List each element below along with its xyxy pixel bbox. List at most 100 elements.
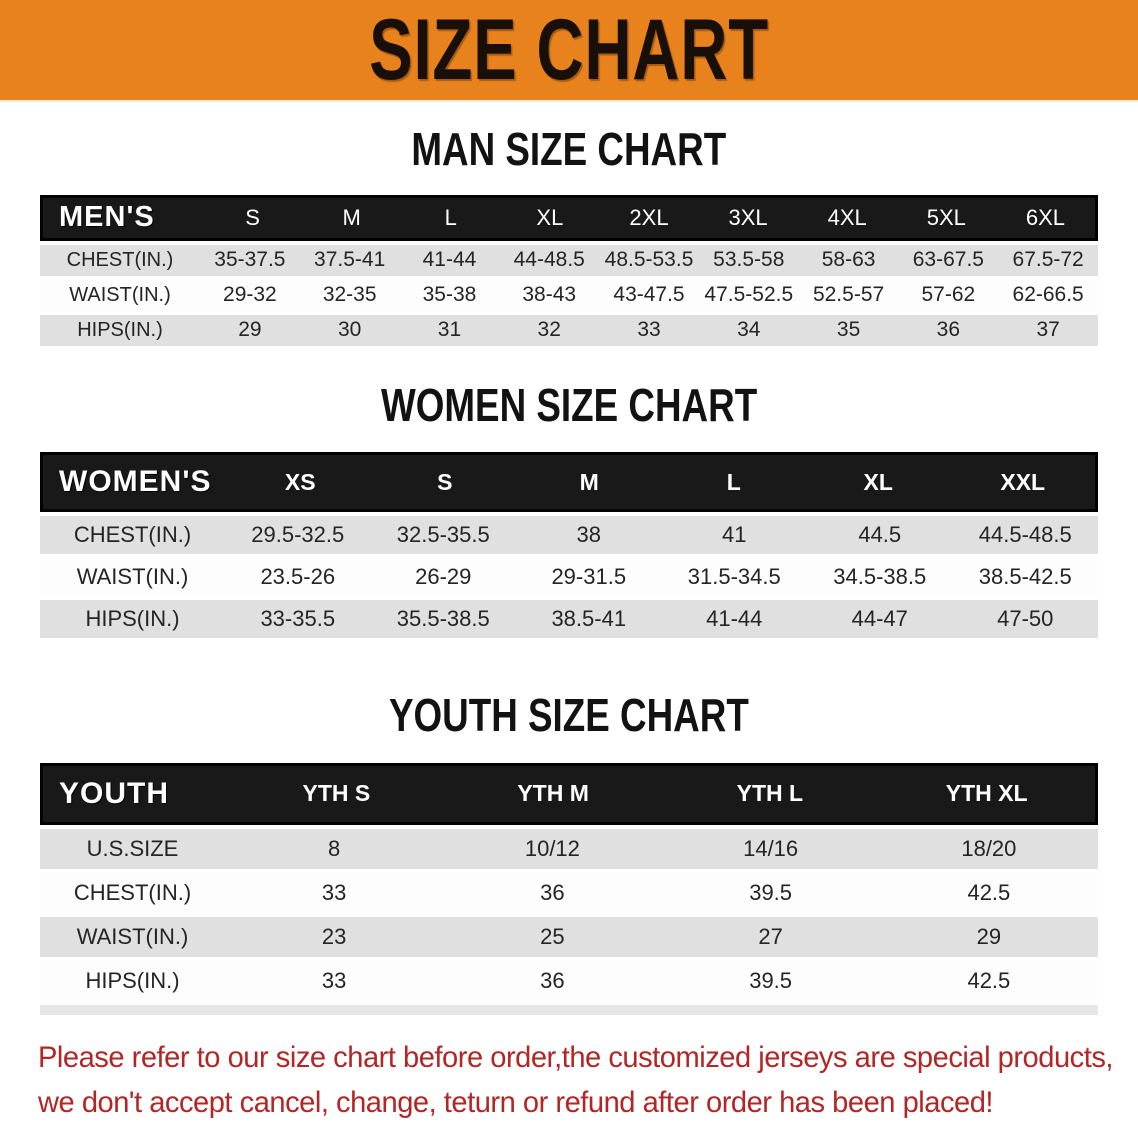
size-cell: 37.5-41 (314, 248, 386, 272)
size-cell: 36 (936, 318, 961, 342)
size-column-header: L (726, 468, 741, 495)
size-column-header: L (444, 204, 457, 230)
size-column-header: 2XL (629, 204, 669, 230)
disclaimer-line-2: we don't accept cancel, change, teturn o… (38, 1085, 994, 1119)
size-cell: 63-67.5 (912, 248, 984, 272)
size-column-header: XS (284, 468, 316, 495)
size-cell: 32.5-35.5 (396, 522, 490, 548)
row-label: HIPS(IN.) (85, 967, 180, 993)
row-label: HIPS(IN.) (85, 606, 180, 632)
size-cell: 38-43 (522, 283, 577, 307)
size-column-header: 4XL (827, 204, 867, 230)
table-row: HIPS(IN.) 33 36 39.5 42.5 (40, 960, 1098, 1001)
size-cell: 29.5-32.5 (251, 522, 345, 548)
row-label: HIPS(IN.) (77, 318, 163, 341)
table-row: HIPS(IN.) 33-35.5 35.5-38.5 38.5-41 41-44 44-… (40, 600, 1098, 639)
size-cell: 62-66.5 (1012, 283, 1084, 307)
size-cell: 32 (537, 318, 561, 342)
size-column-header: YTH S (302, 780, 371, 807)
size-cell: 33 (321, 879, 347, 905)
table-header-row: WOMEN'S XS S M L XL XXL (40, 452, 1098, 513)
size-column-header: YTH XL (945, 780, 1028, 807)
size-cell: 29-31.5 (551, 564, 627, 590)
size-cell: 53.5-58 (713, 248, 785, 272)
size-cell: 36 (540, 967, 565, 993)
table-row: WAIST(IN.) 23.5-26 26-29 29-31.5 31.5-34.5 34… (40, 558, 1098, 597)
youth-size-chart-title: YOUTH SIZE CHART (389, 689, 749, 742)
size-column-header: 5XL (926, 204, 966, 230)
youth-size-table: YOUTH YTH S YTH M YTH L YTH XL U.S.SIZE 8 10/12… (40, 762, 1098, 1001)
size-cell: 37 (1036, 318, 1060, 342)
size-cell: 39.5 (749, 967, 793, 993)
size-cell: 34 (737, 318, 761, 342)
size-cell: 23.5-26 (260, 564, 336, 590)
size-cell: 41-44 (422, 248, 477, 272)
size-cell: 41-44 (706, 606, 763, 632)
row-label: WAIST(IN.) (76, 564, 189, 590)
size-cell: 35-38 (422, 283, 477, 307)
size-column-header: XXL (1000, 468, 1046, 495)
youth-table-bottom-strip (40, 1004, 1098, 1015)
table-header-label: MEN'S (59, 201, 155, 234)
size-cell: 32-35 (322, 283, 377, 307)
man-size-table: MEN'S S M L XL 2XL 3XL 4XL 5XL 6XL CHEST(IN.) 35-37… (40, 194, 1098, 346)
size-cell: 35-37.5 (214, 248, 286, 272)
size-cell: 34.5-38.5 (833, 564, 927, 590)
size-column-header: XL (863, 468, 893, 495)
size-cell: 44-48.5 (513, 248, 585, 272)
size-cell: 35.5-38.5 (396, 606, 490, 632)
size-column-header: S (245, 204, 260, 230)
size-column-header: YTH L (736, 780, 804, 807)
row-label: WAIST(IN.) (69, 283, 171, 306)
size-cell: 25 (540, 923, 565, 949)
size-chart-banner: SIZE CHART (0, 0, 1138, 102)
size-cell: 42.5 (967, 967, 1011, 993)
size-cell: 27 (758, 923, 783, 949)
size-cell: 57-62 (921, 283, 976, 307)
disclaimer-text: Please refer to our size chart before or… (38, 1035, 1113, 1125)
size-cell: 23 (321, 923, 347, 949)
size-cell: 47-50 (997, 606, 1054, 632)
size-cell: 18/20 (961, 835, 1017, 861)
table-header-row: YOUTH YTH S YTH M YTH L YTH XL (40, 762, 1098, 825)
disclaimer-line-1: Please refer to our size chart before or… (38, 1040, 1113, 1074)
row-label: WAIST(IN.) (76, 923, 189, 949)
size-cell: 44-47 (851, 606, 908, 632)
size-cell: 47.5-52.5 (704, 283, 794, 307)
size-column-header: S (437, 468, 453, 495)
table-row: HIPS(IN.) 29 30 31 32 33 34 35 36 37 (40, 314, 1098, 346)
size-cell: 29-32 (223, 283, 277, 307)
size-cell: 35 (836, 318, 861, 342)
size-cell: 58-63 (821, 248, 876, 272)
banner-title: SIZE CHART (369, 2, 769, 98)
size-cell: 31 (437, 318, 462, 342)
row-label: CHEST(IN.) (73, 522, 192, 548)
size-cell: 52.5-57 (812, 283, 885, 307)
size-cell: 48.5-53.5 (604, 248, 694, 272)
size-cell: 38.5-42.5 (978, 564, 1072, 590)
row-label: U.S.SIZE (86, 835, 179, 861)
size-cell: 29 (976, 923, 1002, 949)
row-label: CHEST(IN.) (66, 248, 174, 271)
table-row: CHEST(IN.) 29.5-32.5 32.5-35.5 38 41 44.5 44.5… (40, 516, 1098, 555)
table-row: CHEST(IN.) 35-37.5 37.5-41 41-44 44-48.5 48.5… (40, 244, 1098, 276)
size-cell: 42.5 (967, 879, 1011, 905)
size-cell: 14/16 (743, 835, 799, 861)
size-cell: 41 (722, 522, 747, 548)
size-cell: 39.5 (749, 879, 793, 905)
table-header-label: YOUTH (59, 776, 169, 810)
size-column-header: 3XL (728, 204, 768, 230)
women-size-chart-title: WOMEN SIZE CHART (380, 378, 758, 431)
size-column-header: M (579, 468, 599, 495)
size-cell: 36 (540, 879, 565, 905)
size-cell: 38.5-41 (551, 606, 627, 632)
size-column-header: M (342, 204, 361, 230)
size-cell: 8 (328, 835, 341, 861)
size-cell: 31.5-34.5 (687, 564, 781, 590)
table-header-label: WOMEN'S (59, 465, 212, 499)
size-cell: 26-29 (415, 564, 472, 590)
size-cell: 38 (576, 522, 601, 548)
size-cell: 10/12 (524, 835, 580, 861)
size-column-header: XL (536, 204, 564, 230)
size-cell: 33-35.5 (260, 606, 336, 632)
